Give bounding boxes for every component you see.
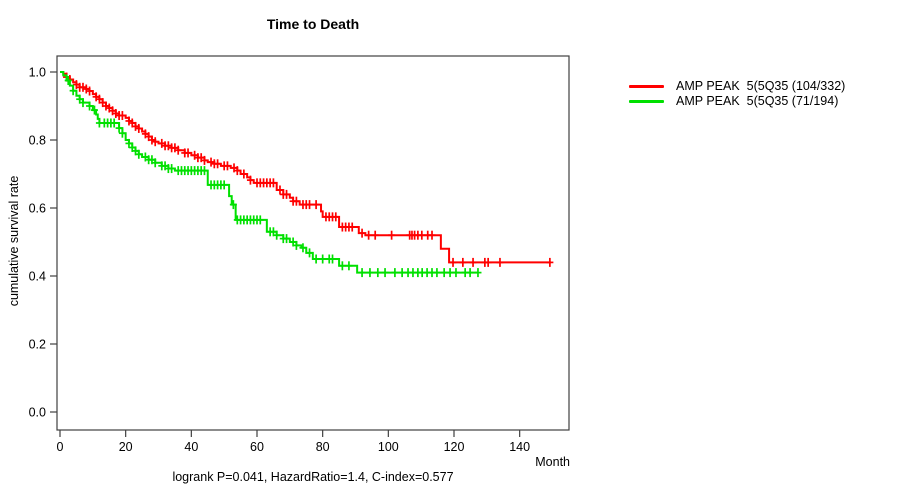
y-tick-label: 1.0 (29, 66, 46, 80)
green-survival-curve (60, 71, 478, 274)
legend-label-group1: AMP PEAK 5(5Q35 (104/332) (676, 79, 846, 93)
x-tick-label: 80 (316, 440, 330, 454)
legend-line-swatch-red (629, 84, 664, 88)
legend: AMP PEAK 5(5Q35 (104/332) AMP PEAK 5(5Q3… (629, 79, 845, 109)
x-tick-label: 100 (378, 440, 399, 454)
red-survival-curve (60, 71, 551, 264)
y-tick-label: 0.8 (29, 134, 46, 148)
x-tick-label: 120 (444, 440, 465, 454)
legend-item-group1: AMP PEAK 5(5Q35 (104/332) (629, 79, 845, 93)
x-tick-label: 140 (509, 440, 530, 454)
stats-annotation: logrank P=0.041, HazardRatio=1.4, C-inde… (172, 470, 454, 484)
y-tick-label: 0.0 (29, 406, 46, 420)
x-tick-label: 60 (250, 440, 264, 454)
x-axis-unit-label: Month (535, 455, 570, 469)
x-tick-label: 40 (184, 440, 198, 454)
plot-border (56, 55, 570, 431)
chart-title: Time to Death (266, 16, 360, 32)
y-tick-label: 0.6 (29, 202, 46, 216)
y-tick-label: 0.4 (29, 270, 46, 284)
legend-label-group2: AMP PEAK 5(5Q35 (71/194) (676, 94, 839, 108)
y-axis-label: cumulative survival rate (7, 175, 21, 307)
legend-item-group2: AMP PEAK 5(5Q35 (71/194) (629, 94, 845, 108)
x-tick-label: 0 (57, 440, 64, 454)
legend-line-swatch-green (629, 99, 664, 103)
x-tick-label: 20 (119, 440, 133, 454)
y-tick-label: 0.2 (29, 338, 46, 352)
